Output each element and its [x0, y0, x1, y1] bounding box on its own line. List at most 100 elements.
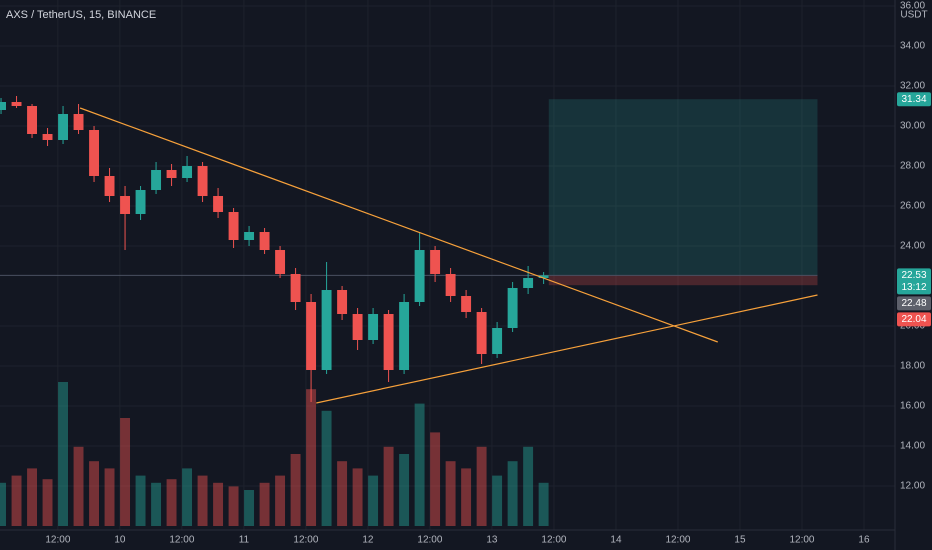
volume-bar: [259, 482, 270, 526]
candle-body: [151, 170, 162, 190]
volume-bar: [42, 479, 53, 526]
price-label: 22.04: [901, 314, 926, 325]
candle-body: [104, 176, 115, 196]
volume-bar: [228, 486, 239, 526]
volume-bar: [538, 482, 549, 526]
volume-bar: [523, 446, 534, 526]
candle-body: [337, 290, 348, 314]
volume-bar: [352, 468, 363, 526]
y-tick-label: 30.00: [900, 121, 925, 132]
candle-body: [492, 328, 503, 354]
candle-body: [213, 196, 224, 212]
volume-bar: [383, 446, 394, 526]
x-tick-label: 11: [239, 535, 250, 546]
volume-bar: [461, 468, 472, 526]
chart-title: AXS / TetherUS, 15, BINANCE: [6, 9, 156, 21]
price-label: 22.48: [901, 298, 926, 309]
x-tick-label: 12:00: [665, 535, 690, 546]
y-tick-label: 16.00: [900, 401, 925, 412]
volume-bar: [399, 454, 410, 526]
candle-body: [259, 232, 270, 250]
volume-bar: [507, 461, 518, 526]
volume-bar: [306, 389, 317, 526]
candle-body: [89, 130, 100, 176]
candle-body: [368, 314, 379, 340]
x-tick-label: 12:00: [417, 535, 442, 546]
candle-body: [275, 250, 286, 274]
candle-body: [306, 302, 317, 370]
price-label-bg: [897, 312, 931, 327]
trendline: [316, 294, 818, 404]
candle-body: [507, 288, 518, 328]
volume-bar: [27, 468, 37, 526]
candle-body: [228, 212, 239, 240]
x-tick-label: 12: [362, 535, 374, 546]
y-tick-label: 14.00: [900, 441, 925, 452]
candle-body: [244, 232, 255, 240]
countdown: 13:12: [901, 282, 926, 293]
volume-bar: [492, 475, 503, 526]
y-tick-label: 24.00: [900, 241, 925, 252]
y-tick-label: 18.00: [900, 361, 925, 372]
x-tick-label: 12:00: [45, 535, 70, 546]
volume-bar: [89, 461, 100, 526]
volume-bar: [58, 382, 69, 526]
candle-body: [135, 190, 146, 214]
candle-body: [0, 102, 6, 110]
axis-unit: USDT: [900, 10, 927, 21]
volume-bar: [445, 461, 456, 526]
price-label: 31.34: [901, 94, 926, 105]
candle-body: [383, 314, 394, 370]
stop-zone: [548, 275, 818, 286]
price-label-bg: [897, 268, 931, 295]
volume-bar: [166, 479, 177, 526]
candle-body: [352, 314, 363, 340]
target-zone: [548, 99, 818, 276]
candle-body: [414, 250, 425, 302]
candle-body: [399, 302, 410, 370]
y-tick-label: 32.00: [900, 81, 925, 92]
volume-bar: [11, 475, 22, 526]
x-tick-label: 12:00: [169, 535, 194, 546]
y-tick-label: 36.00: [900, 1, 925, 12]
candle-body: [461, 296, 472, 312]
volume-bar: [197, 475, 208, 526]
volume-bar: [213, 482, 224, 526]
volume-bar: [476, 446, 487, 526]
candle-body: [290, 274, 301, 302]
candle-body: [430, 250, 441, 274]
x-tick-label: 13: [486, 535, 498, 546]
candle-body: [42, 134, 53, 140]
volume-bar: [337, 461, 348, 526]
candle-body: [445, 274, 456, 296]
volume-bar: [73, 446, 84, 526]
y-tick-label: 34.00: [900, 41, 925, 52]
volume-bar: [430, 432, 441, 526]
candle-body: [27, 106, 37, 134]
x-tick-label: 15: [734, 535, 746, 546]
y-tick-label: 26.00: [900, 201, 925, 212]
x-tick-label: 14: [610, 535, 622, 546]
volume-bar: [290, 454, 301, 526]
candle-body: [321, 290, 332, 370]
volume-bar: [244, 490, 255, 526]
price-label: 22.53: [901, 270, 926, 281]
volume-bar: [321, 410, 332, 526]
volume-bar: [104, 468, 115, 526]
candle-body: [11, 102, 22, 106]
y-tick-label: 28.00: [900, 161, 925, 172]
candle-body: [182, 166, 193, 178]
candle-body: [58, 114, 69, 140]
candle-body: [197, 166, 208, 196]
x-tick-label: 16: [858, 535, 870, 546]
candle-body: [476, 312, 487, 354]
volume-bar: [414, 403, 425, 526]
price-label-bg: [897, 92, 931, 107]
volume-bar: [135, 475, 146, 526]
x-tick-label: 10: [114, 535, 126, 546]
trendline: [79, 107, 718, 343]
volume-bar: [275, 475, 286, 526]
volume-bar: [182, 468, 193, 526]
x-tick-label: 12:00: [789, 535, 814, 546]
volume-bar: [0, 482, 6, 526]
